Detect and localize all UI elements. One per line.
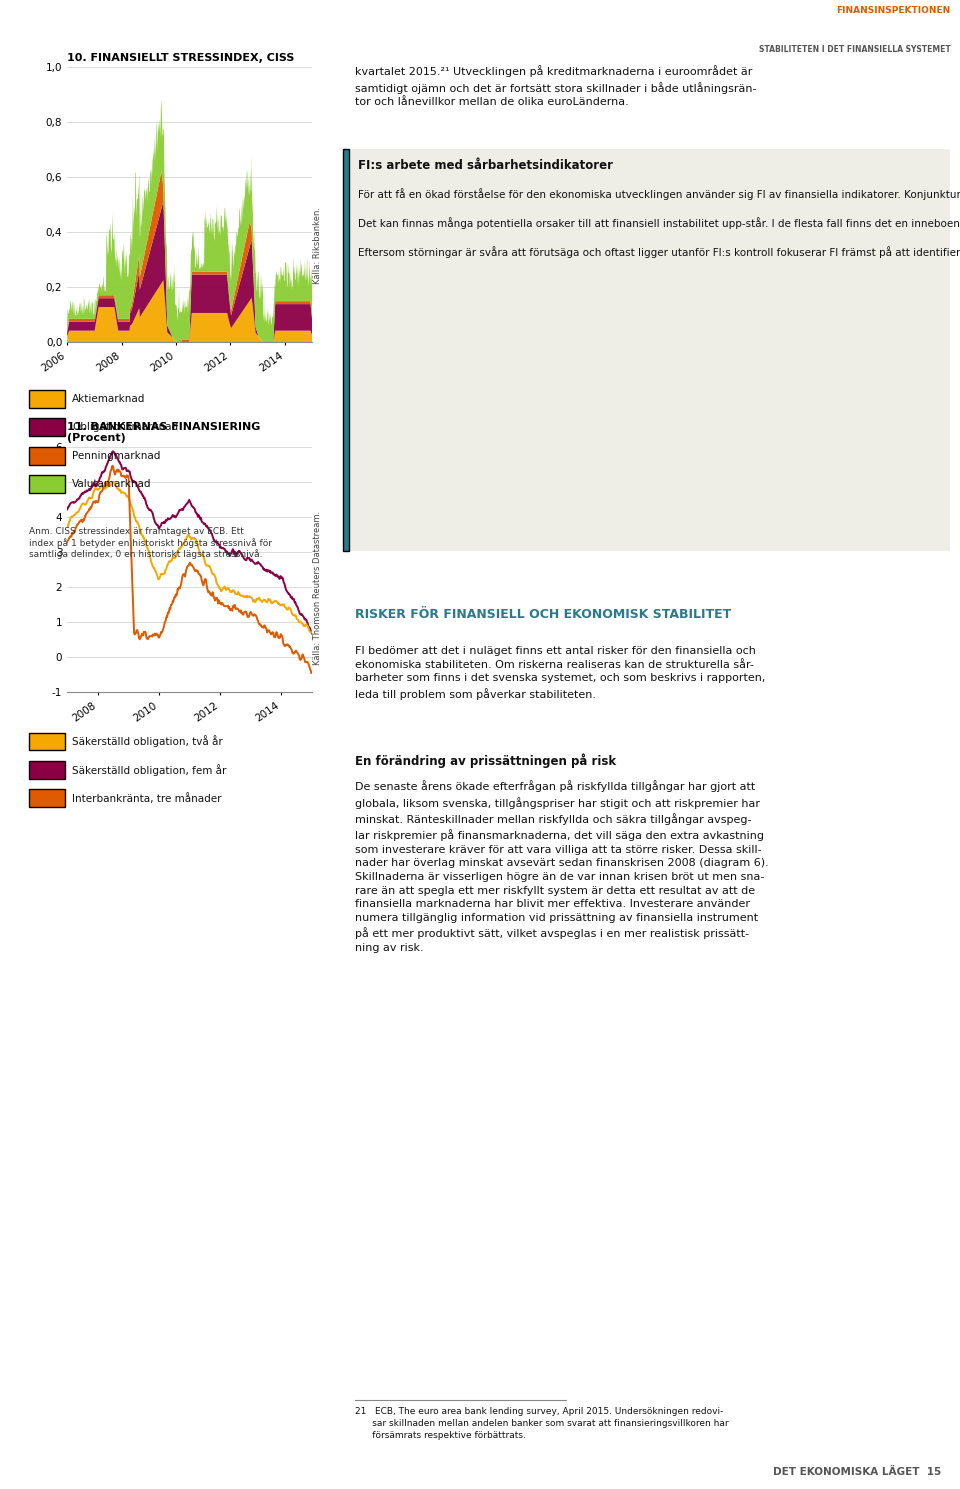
Text: Valutamarknad: Valutamarknad: [72, 479, 152, 488]
Text: Interbankränta, tre månader: Interbankränta, tre månader: [72, 792, 222, 804]
Text: RISKER FÖR FINANSIELL OCH EKONOMISK STABILITET: RISKER FÖR FINANSIELL OCH EKONOMISK STAB…: [355, 608, 732, 621]
Text: STABILITETEN I DET FINANSIELLA SYSTEMET: STABILITETEN I DET FINANSIELLA SYSTEMET: [758, 45, 950, 54]
Text: Anm. CISS stressindex är framtaget av ECB. Ett
index på 1 betyder en historiskt : Anm. CISS stressindex är framtaget av EC…: [29, 527, 272, 558]
Text: Säkerställd obligation, fem år: Säkerställd obligation, fem år: [72, 764, 227, 776]
Text: 21   ECB, The euro area bank lending survey, April 2015. Undersökningen redovi-
: 21 ECB, The euro area bank lending surve…: [355, 1407, 729, 1440]
Text: En förändring av prissättningen på risk: En förändring av prissättningen på risk: [355, 753, 616, 768]
Text: Källa: Thomson Reuters Datastream.: Källa: Thomson Reuters Datastream.: [313, 511, 322, 666]
Text: Källa: Riksbanken.: Källa: Riksbanken.: [313, 207, 322, 284]
Text: De senaste årens ökade efterfrågan på riskfyllda tillgångar har gjort att
global: De senaste årens ökade efterfrågan på ri…: [355, 780, 769, 953]
Text: FINANSINSPEKTIONEN: FINANSINSPEKTIONEN: [836, 6, 950, 15]
Text: FI:s arbete med sårbarhetsindikatorer: FI:s arbete med sårbarhetsindikatorer: [358, 159, 613, 173]
Text: Penningmarknad: Penningmarknad: [72, 451, 160, 460]
Text: Aktiemarknad: Aktiemarknad: [72, 395, 145, 404]
Text: Säkerställd obligation, två år: Säkerställd obligation, två år: [72, 736, 223, 747]
Text: FI bedömer att det i nuläget finns ett antal risker för den finansiella och
ekon: FI bedömer att det i nuläget finns ett a…: [355, 646, 765, 700]
Text: kvartalet 2015.²¹ Utvecklingen på kreditmarknaderna i euroområdet är
samtidigt o: kvartalet 2015.²¹ Utvecklingen på kredit…: [355, 66, 756, 107]
Text: För att få en ökad förståelse för den ekonomiska utvecklingen använder sig FI av: För att få en ökad förståelse för den ek…: [358, 188, 960, 259]
Text: DET EKONOMISKA LÄGET  15: DET EKONOMISKA LÄGET 15: [773, 1467, 941, 1477]
Text: 11. BANKERNAS FINANSIERING
(Procent): 11. BANKERNAS FINANSIERING (Procent): [67, 421, 260, 444]
Text: 10. FINANSIELLT STRESSINDEX, CISS: 10. FINANSIELLT STRESSINDEX, CISS: [67, 54, 295, 64]
Text: Obligationsmarknad: Obligationsmarknad: [72, 423, 179, 432]
